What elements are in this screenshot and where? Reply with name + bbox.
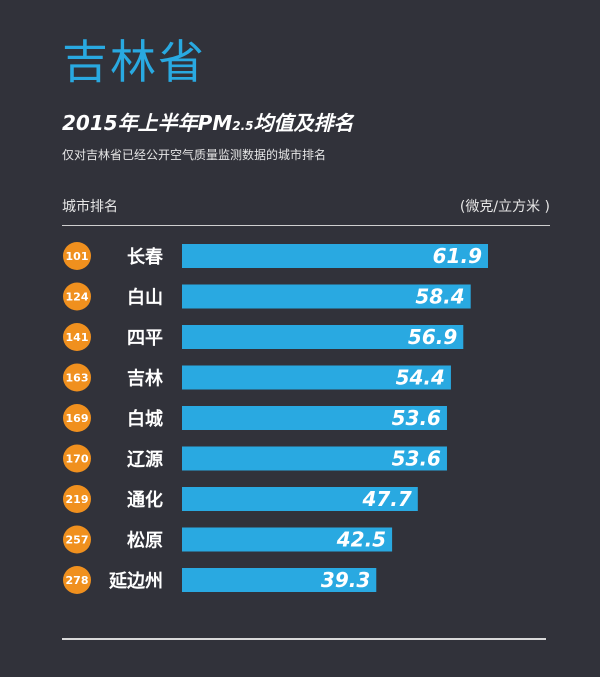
column-header-unit: (微克/立方米 ) — [459, 199, 550, 215]
bar — [182, 406, 447, 430]
rank-label: 278 — [66, 574, 89, 587]
value-label: 61.9 — [433, 244, 482, 268]
province-title: 吉林省 — [62, 35, 206, 89]
bar — [182, 244, 488, 268]
rank-badge — [63, 242, 91, 270]
bar — [182, 487, 418, 511]
city-label: 通化 — [127, 489, 163, 511]
bottom-divider — [62, 638, 546, 640]
column-header-rank: 城市排名 — [62, 199, 118, 215]
rank-label: 124 — [66, 291, 89, 304]
chart-note: 仅对吉林省已经公开空气质量监测数据的城市排名 — [62, 148, 327, 162]
subtitle-main: 2015年上半年PM — [62, 111, 233, 135]
value-label: 53.6 — [392, 406, 441, 430]
city-label: 长春 — [127, 246, 164, 268]
header-divider — [62, 225, 550, 226]
rank-label: 170 — [66, 453, 89, 466]
city-label: 白山 — [127, 287, 163, 309]
bar — [182, 446, 447, 471]
rank-label: 101 — [66, 250, 89, 263]
city-label: 延边州 — [108, 571, 163, 592]
chart-subtitle: 2015年上半年PM2.5均值及排名 — [62, 110, 354, 139]
value-label: 47.7 — [361, 487, 411, 511]
city-label: 松原 — [127, 530, 163, 552]
rank-badge — [63, 566, 91, 594]
city-label: 吉林 — [127, 368, 163, 390]
rank-label: 169 — [66, 412, 89, 425]
bar — [182, 325, 464, 349]
value-label: 54.4 — [396, 366, 445, 390]
rank-badge — [63, 404, 91, 432]
bar — [182, 365, 451, 390]
rank-label: 141 — [66, 331, 89, 344]
city-label: 辽源 — [127, 449, 163, 471]
city-label: 白城 — [127, 408, 163, 430]
rank-badge — [63, 323, 91, 351]
bar — [182, 284, 471, 309]
value-label: 39.3 — [321, 568, 370, 592]
value-label: 53.6 — [392, 447, 441, 471]
subtitle-subscript: 2.5 — [232, 119, 254, 133]
rank-label: 163 — [66, 372, 89, 385]
rank-badge — [63, 363, 91, 392]
value-label: 42.5 — [336, 528, 386, 552]
bar — [182, 527, 393, 552]
rank-badge — [63, 282, 91, 311]
rank-badge — [63, 485, 91, 513]
value-label: 58.4 — [415, 285, 464, 309]
rank-badge — [63, 444, 91, 473]
rank-label: 257 — [66, 534, 89, 547]
value-label: 56.9 — [408, 325, 457, 349]
bar — [182, 568, 377, 592]
city-label: 四平 — [127, 328, 163, 349]
rank-badge — [63, 525, 91, 554]
rank-label: 219 — [66, 493, 89, 506]
subtitle-tail: 均值及排名 — [253, 111, 354, 135]
